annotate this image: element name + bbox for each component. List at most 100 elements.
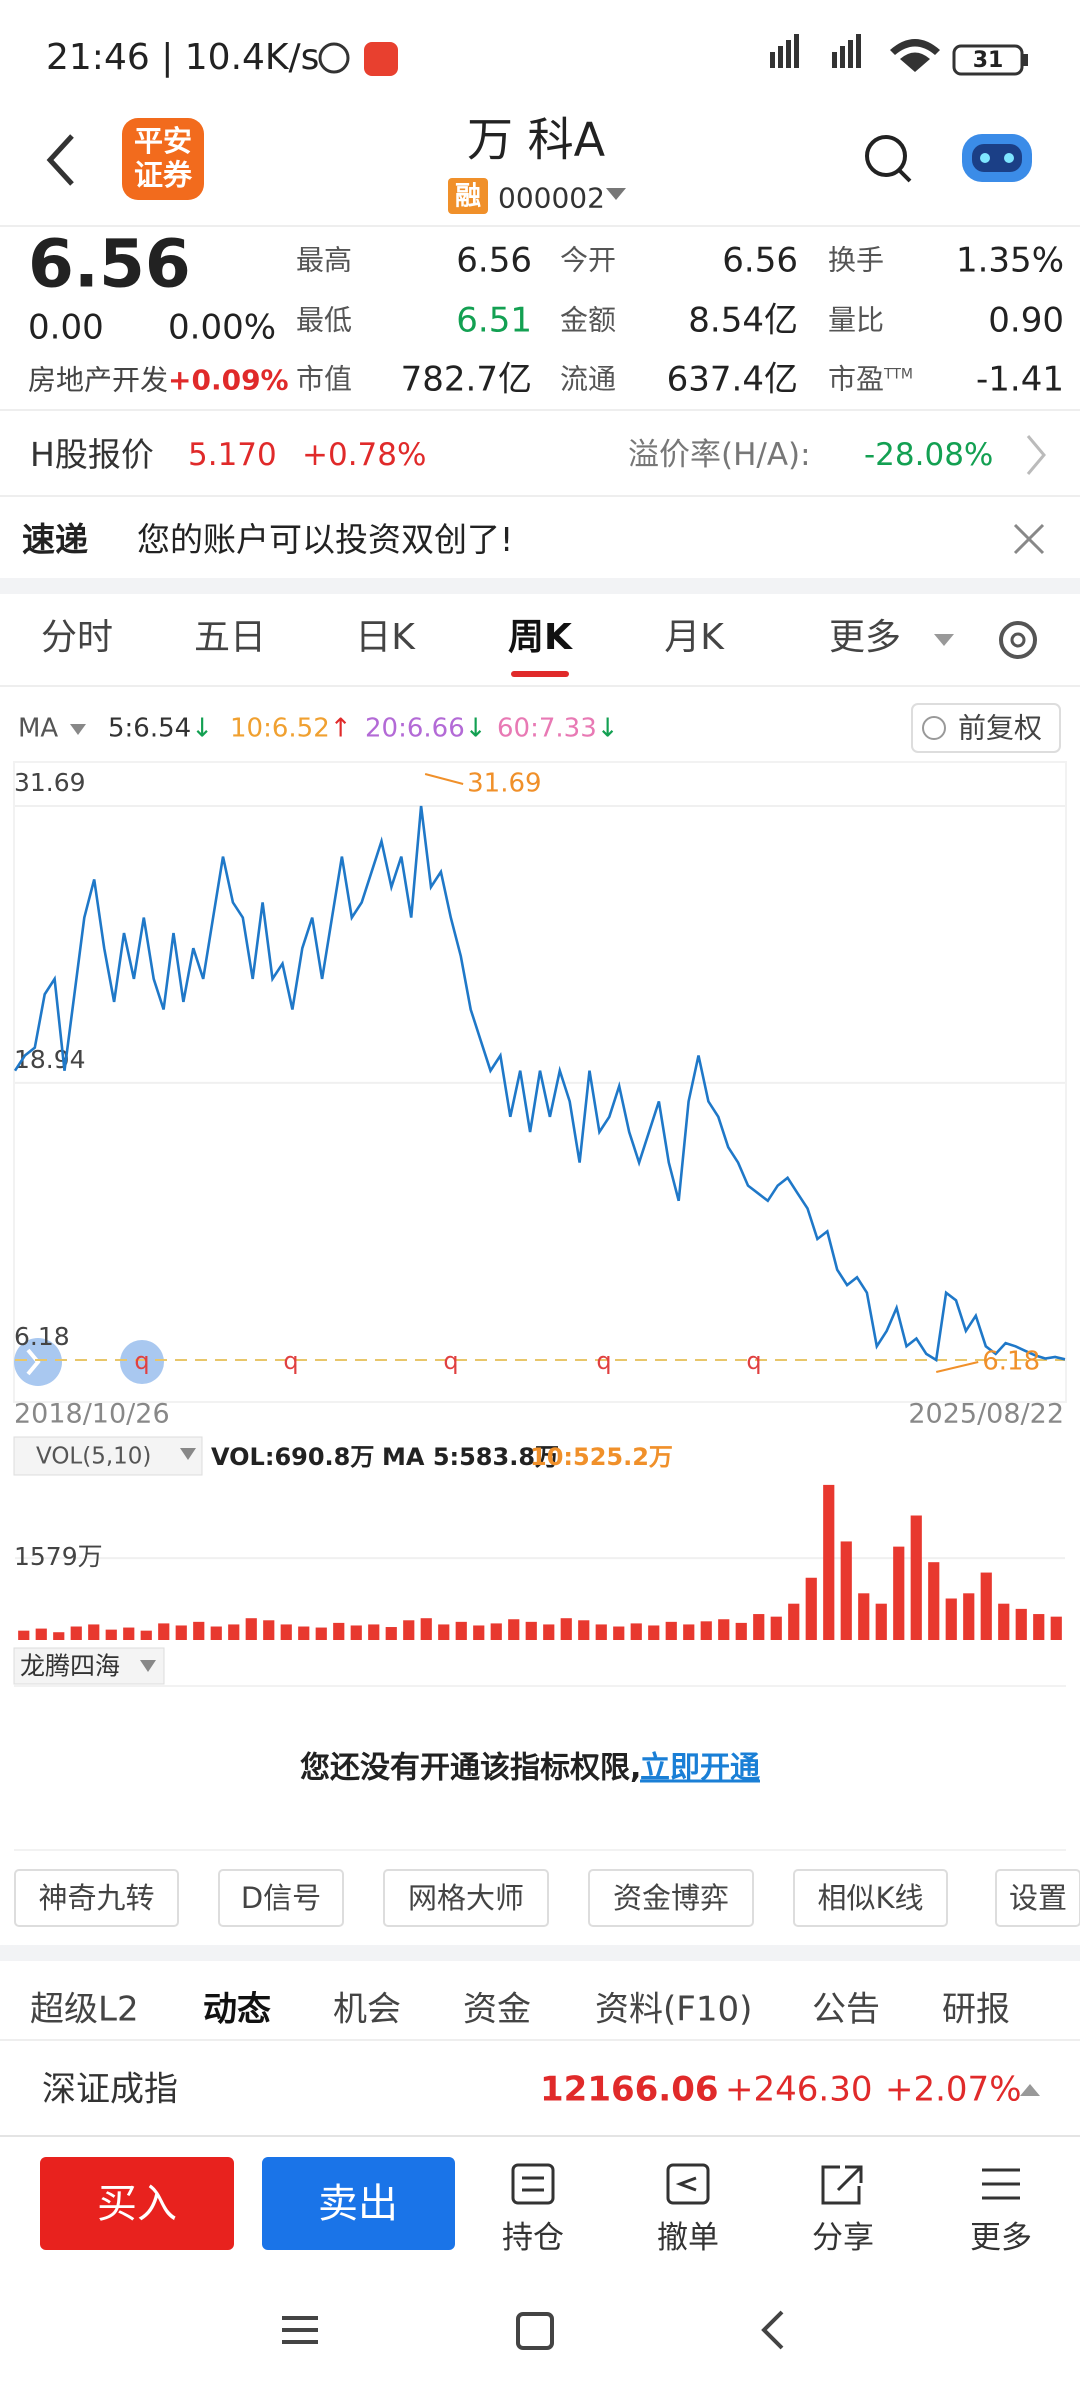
volume-bar [88, 1624, 100, 1640]
battery-level: 31 [972, 47, 1004, 73]
volume-bar [263, 1620, 275, 1640]
ma-title: MA [18, 713, 59, 744]
indicator-box[interactable] [13, 1647, 165, 1685]
tool-button-label[interactable]: 神奇九转 [38, 1881, 155, 1916]
volume-bar [525, 1621, 537, 1640]
tool-button[interactable] [218, 1869, 344, 1927]
index-value: 12166.06 [540, 2069, 719, 2110]
tool-button-label[interactable]: 设置 [1008, 1881, 1068, 1916]
tool-button[interactable] [588, 1869, 754, 1927]
search-icon[interactable] [865, 135, 912, 183]
stat-value: 6.56 [456, 240, 532, 281]
action-label[interactable]: 撤单 [657, 2219, 719, 2256]
info-tab[interactable]: 资金 [463, 1989, 531, 2030]
stat-label: 流通 [560, 362, 617, 396]
tool-button[interactable] [383, 1869, 549, 1927]
period-tab[interactable]: 月K [664, 617, 724, 659]
vol-box[interactable] [13, 1436, 203, 1476]
period-tab[interactable]: 日K [355, 617, 415, 659]
volume-bar [368, 1624, 380, 1640]
y-tick-label: 6.18 [14, 1322, 70, 1351]
close-news[interactable] [1013, 523, 1045, 555]
broker-logo [122, 118, 204, 200]
stat-label: 量比 [828, 303, 885, 337]
ma-dropdown[interactable] [70, 724, 86, 735]
more-dropdown[interactable] [934, 634, 954, 646]
volume-bar [613, 1626, 625, 1640]
volume-bar [298, 1626, 310, 1640]
volume-bar [823, 1484, 835, 1640]
news-text: 您的账户可以投资双创了! [137, 519, 514, 559]
tool-button[interactable] [793, 1869, 948, 1927]
sell-button[interactable] [262, 2157, 455, 2250]
h-share-change: +0.78% [302, 436, 427, 473]
h-share-chevron[interactable] [1026, 435, 1046, 475]
volume-bar [508, 1619, 520, 1640]
buy-button[interactable] [40, 2157, 234, 2250]
back-button[interactable] [46, 134, 74, 186]
stat-value: 8.54亿 [688, 300, 798, 341]
vol-legend: VOL:690.8万 [211, 1442, 375, 1471]
adjust-button[interactable]: 前复权 [957, 711, 1043, 745]
period-tab[interactable]: 周K [508, 617, 572, 659]
info-tab[interactable]: 机会 [333, 1989, 401, 2030]
tool-button-label[interactable]: 相似K线 [817, 1881, 924, 1916]
volume-bar [280, 1624, 292, 1640]
info-tab[interactable]: 动态 [203, 1989, 271, 2030]
stat-label: 换手 [828, 243, 885, 277]
volume-bar [490, 1623, 502, 1640]
vol-dropdown[interactable] [180, 1448, 196, 1460]
period-tab[interactable]: 五日 [193, 617, 267, 659]
volume-bar [875, 1603, 887, 1640]
action-label[interactable]: 更多 [970, 2219, 1032, 2256]
stat-label-sup: TTM [884, 366, 913, 383]
nav-bar[interactable] [282, 2310, 784, 2350]
volume-bar [788, 1603, 800, 1640]
tool-button-label[interactable]: 网格大师 [407, 1881, 525, 1916]
code-dropdown[interactable] [606, 188, 626, 200]
volume-bar [210, 1626, 222, 1640]
volume-bar [928, 1562, 940, 1640]
volume-bar [718, 1619, 730, 1640]
assistant-icon[interactable] [962, 134, 1032, 182]
action-label[interactable]: 持仓 [502, 2219, 564, 2256]
buy-label[interactable]: 买入 [97, 2181, 177, 2227]
y-tick-label: 18.94 [14, 1045, 86, 1074]
period-tab[interactable]: 分时 [40, 617, 114, 659]
settings-icon[interactable] [999, 621, 1037, 659]
stat-label: 市盈TTM [828, 362, 913, 396]
vol-legend: MA 5:583.8万 [382, 1442, 560, 1471]
sell-label[interactable]: 卖出 [318, 2181, 398, 2227]
index-name: 深证成指 [42, 2069, 178, 2110]
volume-bar [158, 1623, 170, 1640]
volume-bar [175, 1625, 187, 1640]
tool-button-label[interactable]: D信号 [240, 1881, 322, 1916]
volume-bar [70, 1626, 82, 1640]
logo-text: 证券 [133, 158, 193, 193]
ma-arrow: ↓ [464, 713, 487, 744]
info-tab[interactable]: 超级L2 [30, 1989, 139, 2030]
indicator-link[interactable]: 立即开通 [640, 1750, 760, 1786]
stat-label: 今开 [560, 243, 617, 277]
action-icons [511, 2163, 1020, 2205]
tool-button[interactable] [995, 1869, 1080, 1927]
info-tab[interactable]: 资料(F10) [595, 1989, 753, 2030]
info-tab[interactable]: 研报 [942, 1989, 1010, 2030]
annotation-label: 31.69 [467, 769, 541, 799]
info-tab[interactable]: 公告 [812, 1989, 880, 2030]
ma-arrow: ↑ [329, 713, 352, 744]
chart-frame [13, 761, 1067, 1403]
index-toggle[interactable] [1020, 2084, 1040, 2096]
logo-text: 平安 [133, 124, 193, 159]
tool-button[interactable] [14, 1869, 179, 1927]
action-label[interactable]: 分享 [812, 2219, 874, 2256]
volume-bar [18, 1630, 30, 1640]
adjust-button-box[interactable] [911, 703, 1061, 753]
charts: 6.18 18.94 31.69 2018/10/26 2025/08/22 31.69 6… [13, 768, 1066, 1640]
volume-bar [910, 1515, 922, 1640]
period-tab[interactable]: 更多 [828, 617, 902, 659]
volume-bar [228, 1624, 240, 1640]
indicator-dropdown[interactable] [140, 1660, 156, 1672]
tool-button-label[interactable]: 资金博弈 [612, 1881, 730, 1916]
ma-value: 20:6.66↓ [365, 713, 487, 744]
